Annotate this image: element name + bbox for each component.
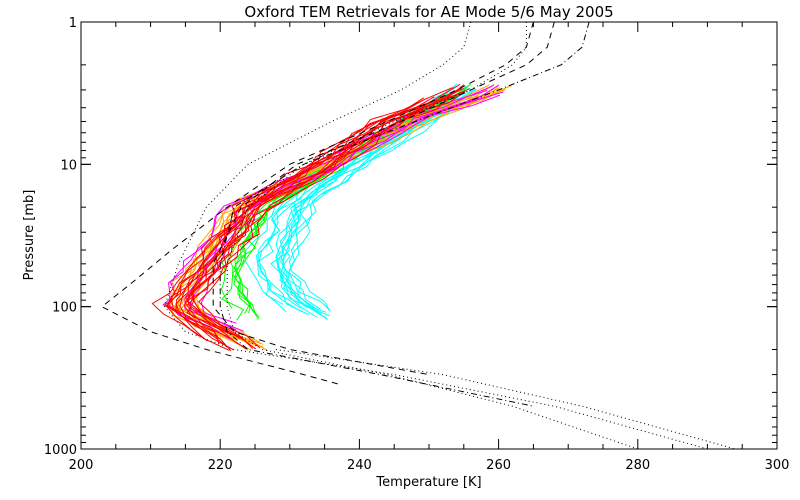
- series-red-profile: [197, 98, 449, 348]
- y-tick-label: 1000: [44, 443, 77, 458]
- series-red-profile: [186, 91, 465, 339]
- series-orange-profile: [195, 85, 512, 343]
- y-tick-label: 100: [52, 301, 77, 316]
- series-cyan-profile: [288, 91, 472, 312]
- series-orange-profile: [192, 89, 506, 341]
- series-orange-profile: [180, 91, 494, 351]
- series-green-profile: [233, 99, 447, 318]
- series-cyan-profile: [281, 87, 467, 307]
- series-orange-profile: [177, 87, 491, 348]
- ref-dashdot-1: [219, 22, 590, 407]
- ref-dashed-1: [100, 22, 534, 385]
- series-red-profile: [192, 87, 464, 350]
- y-tick-label: 1: [69, 16, 77, 31]
- y-tick-label: 10: [60, 158, 77, 173]
- series-cyan-profile: [288, 98, 463, 312]
- x-tick-label: 260: [486, 458, 511, 473]
- plot-area: [100, 22, 736, 449]
- series-cyan-profile: [287, 92, 464, 310]
- x-axis: 200 220 240 260 280 300: [69, 22, 790, 473]
- y-axis-label: Pressure [mb]: [22, 190, 37, 281]
- series-cyan-profile: [275, 93, 460, 318]
- series-magenta-profile: [167, 84, 495, 328]
- x-tick-label: 200: [69, 458, 94, 473]
- x-axis-label: Temperature [K]: [375, 475, 481, 490]
- y-axis: 1 10 100 1000: [44, 16, 777, 458]
- series-orange-profile: [177, 83, 495, 345]
- series-red-profile: [175, 88, 463, 348]
- x-tick-label: 220: [208, 458, 233, 473]
- series-orange-profile: [172, 86, 501, 343]
- series-red-profile: [151, 97, 425, 337]
- series-red-profile: [185, 88, 471, 345]
- x-tick-label: 300: [765, 458, 790, 473]
- series-magenta-profile: [162, 90, 488, 340]
- chart-title: Oxford TEM Retrievals for AE Mode 5/6 Ma…: [244, 3, 613, 21]
- series-red-profile: [186, 90, 466, 336]
- series-magenta-profile: [184, 84, 500, 332]
- x-tick-label: 240: [347, 458, 372, 473]
- x-tick-label: 280: [625, 458, 650, 473]
- series-magenta-profile: [200, 94, 501, 324]
- ref-dotted-3: [275, 349, 736, 449]
- ref-dashed-2: [212, 22, 555, 376]
